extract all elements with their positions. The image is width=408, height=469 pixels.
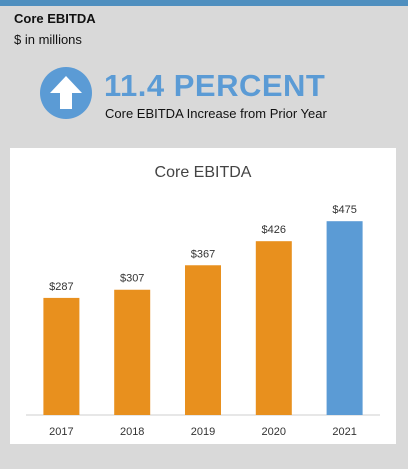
bar-2017 — [43, 297, 80, 415]
data-label-2017: $287 — [49, 281, 73, 293]
page-title: Core EBITDA — [14, 11, 96, 26]
data-label-2020: $426 — [262, 224, 286, 236]
data-label-2018: $307 — [120, 273, 144, 285]
x-tick-2018: 2018 — [120, 426, 144, 438]
x-tick-2019: 2019 — [191, 426, 215, 438]
bars-group: $287 2017 $307 2018 $367 2019 $426 2020 $475 2021 — [43, 204, 363, 438]
bar-2020 — [255, 241, 292, 415]
bar-2018 — [114, 289, 151, 415]
chart-title: Core EBITDA — [155, 164, 252, 181]
header-accent-bar — [0, 0, 408, 6]
data-label-2019: $367 — [191, 248, 215, 260]
kpi-description: Core EBITDA Increase from Prior Year — [105, 106, 327, 121]
data-label-2021: $475 — [332, 204, 356, 216]
bar-2019 — [185, 265, 221, 415]
up-arrow-icon — [40, 67, 92, 119]
chart-panel: Core EBITDA $287 2017 $307 2018 $367 2019 $426… — [10, 148, 396, 444]
x-tick-2017: 2017 — [49, 426, 73, 438]
kpi-value: 11.4 PERCENT — [104, 68, 326, 103]
bar-2021 — [326, 221, 363, 415]
x-tick-2020: 2020 — [262, 426, 286, 438]
page-subtitle: $ in millions — [14, 32, 82, 47]
x-tick-2021: 2021 — [332, 426, 356, 438]
core-ebitda-chart: Core EBITDA $287 2017 $307 2018 $367 2019 $426… — [26, 164, 380, 438]
